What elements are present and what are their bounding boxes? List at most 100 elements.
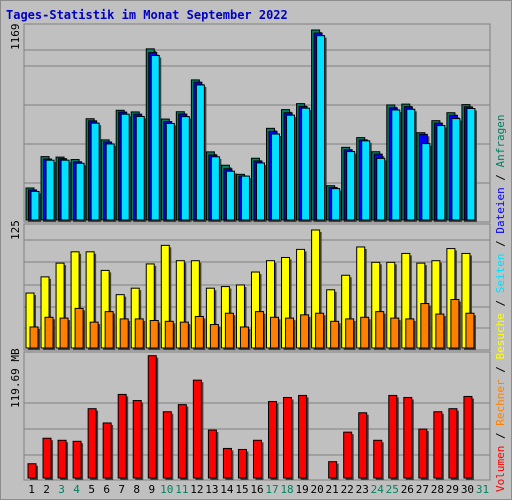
bar-rechner-20 — [315, 312, 325, 349]
x-tick-label-day-21: 21 — [326, 483, 339, 496]
bar-rechner-28 — [435, 313, 445, 349]
y-tick-label-top: 1169 — [9, 24, 22, 51]
x-tick-label-day-2: 2 — [43, 483, 50, 496]
x-tick-label-day-28: 28 — [431, 483, 444, 496]
bar-volumen-14 — [222, 447, 232, 479]
bar-rechner-14 — [224, 312, 234, 349]
bar-rechner-25 — [390, 317, 400, 349]
bar-rechner-24 — [375, 311, 385, 349]
bar-rechner-18 — [285, 317, 295, 349]
legend-segment-5: / — [494, 293, 507, 313]
bar-seiten-28 — [436, 125, 446, 221]
bar-rechner-3 — [59, 317, 69, 349]
bar-seiten-24 — [376, 157, 386, 221]
bar-rechner-17 — [270, 316, 280, 349]
x-tick-label-day-23: 23 — [356, 483, 369, 496]
bar-seiten-7 — [120, 113, 130, 221]
x-tick-label-day-26: 26 — [401, 483, 414, 496]
bar-rechner-21 — [330, 320, 340, 349]
bar-seiten-15 — [240, 175, 250, 221]
bar-volumen-26 — [403, 396, 413, 479]
bar-volumen-16 — [252, 439, 262, 479]
legend-right: Volumen / Rechner / Besuche / Seiten / D… — [494, 114, 507, 492]
bar-rechner-9 — [149, 320, 159, 349]
x-tick-label-day-25: 25 — [386, 483, 399, 496]
bar-seiten-13 — [210, 156, 220, 221]
legend-segment-2: Rechner — [494, 379, 507, 426]
x-tick-label-day-10: 10 — [160, 483, 173, 496]
bar-seiten-25 — [391, 109, 401, 221]
x-tick-label-day-16: 16 — [250, 483, 263, 496]
legend-segment-7: / — [494, 234, 507, 254]
bar-volumen-17 — [268, 401, 278, 479]
bar-volumen-5 — [87, 408, 97, 479]
bar-rechner-23 — [360, 316, 370, 349]
bar-seiten-12 — [195, 84, 205, 221]
bar-seiten-17 — [271, 133, 281, 221]
bar-volumen-3 — [57, 439, 67, 479]
bar-volumen-18 — [283, 396, 293, 479]
legend-segment-8: Dateien — [494, 187, 507, 233]
x-tick-label-day-18: 18 — [280, 483, 293, 496]
bar-seiten-5 — [90, 122, 100, 221]
bar-seiten-19 — [301, 107, 311, 221]
legend-segment-4: Besuche — [494, 313, 507, 359]
bar-rechner-29 — [450, 299, 460, 349]
bar-seiten-8 — [135, 115, 145, 221]
bar-seiten-27 — [421, 143, 431, 221]
bar-seiten-2 — [45, 159, 55, 221]
bar-seiten-6 — [105, 143, 115, 221]
x-tick-label-day-24: 24 — [371, 483, 385, 496]
bar-rechner-26 — [405, 318, 415, 349]
legend-segment-1: / — [494, 426, 507, 446]
bar-volumen-6 — [102, 422, 112, 479]
bar-rechner-22 — [345, 318, 355, 349]
x-tick-label-day-5: 5 — [88, 483, 95, 496]
x-tick-label-day-13: 13 — [205, 483, 218, 496]
x-tick-label-day-31: 31 — [476, 483, 489, 496]
x-tick-label-day-22: 22 — [341, 483, 354, 496]
bar-volumen-11 — [177, 404, 187, 479]
bar-rechner-5 — [89, 321, 99, 349]
x-tick-label-day-30: 30 — [461, 483, 474, 496]
bar-rechner-12 — [194, 315, 204, 349]
bar-volumen-4 — [72, 440, 82, 479]
bar-volumen-2 — [42, 437, 52, 479]
bar-rechner-7 — [119, 318, 129, 349]
bar-volumen-28 — [433, 411, 443, 479]
bar-rechner-30 — [465, 312, 475, 349]
bar-seiten-22 — [346, 151, 356, 221]
bar-seiten-9 — [150, 55, 160, 221]
x-tick-label-day-29: 29 — [446, 483, 459, 496]
bar-volumen-22 — [343, 431, 353, 479]
x-tick-label-day-20: 20 — [311, 483, 324, 496]
bar-rechner-2 — [44, 316, 54, 349]
bar-rechner-6 — [104, 311, 114, 349]
bar-rechner-11 — [179, 321, 189, 349]
bar-volumen-8 — [132, 400, 142, 479]
legend-segment-0: Volumen — [494, 446, 507, 492]
bar-rechner-27 — [420, 303, 430, 349]
x-tick-label-day-17: 17 — [265, 483, 278, 496]
y-tick-label-middle: 125 — [9, 220, 22, 240]
bar-rechner-10 — [164, 320, 174, 349]
bar-seiten-26 — [406, 108, 416, 221]
chart-title: Tages-Statistik im Monat September 2022 — [6, 8, 288, 22]
bar-volumen-13 — [207, 429, 217, 479]
bar-seiten-21 — [331, 188, 341, 221]
legend-segment-6: Seiten — [494, 254, 507, 294]
bar-volumen-19 — [298, 394, 308, 479]
x-tick-label-day-11: 11 — [175, 483, 188, 496]
bar-volumen-29 — [448, 408, 458, 479]
x-tick-label-day-4: 4 — [73, 483, 80, 496]
x-tick-label-day-14: 14 — [220, 483, 234, 496]
bar-volumen-12 — [192, 379, 202, 479]
bar-volumen-9 — [147, 355, 157, 479]
bar-seiten-16 — [255, 162, 265, 221]
x-tick-label-day-27: 27 — [416, 483, 429, 496]
bar-volumen-21 — [328, 461, 338, 479]
x-tick-label-day-3: 3 — [58, 483, 65, 496]
bar-seiten-14 — [225, 170, 235, 221]
